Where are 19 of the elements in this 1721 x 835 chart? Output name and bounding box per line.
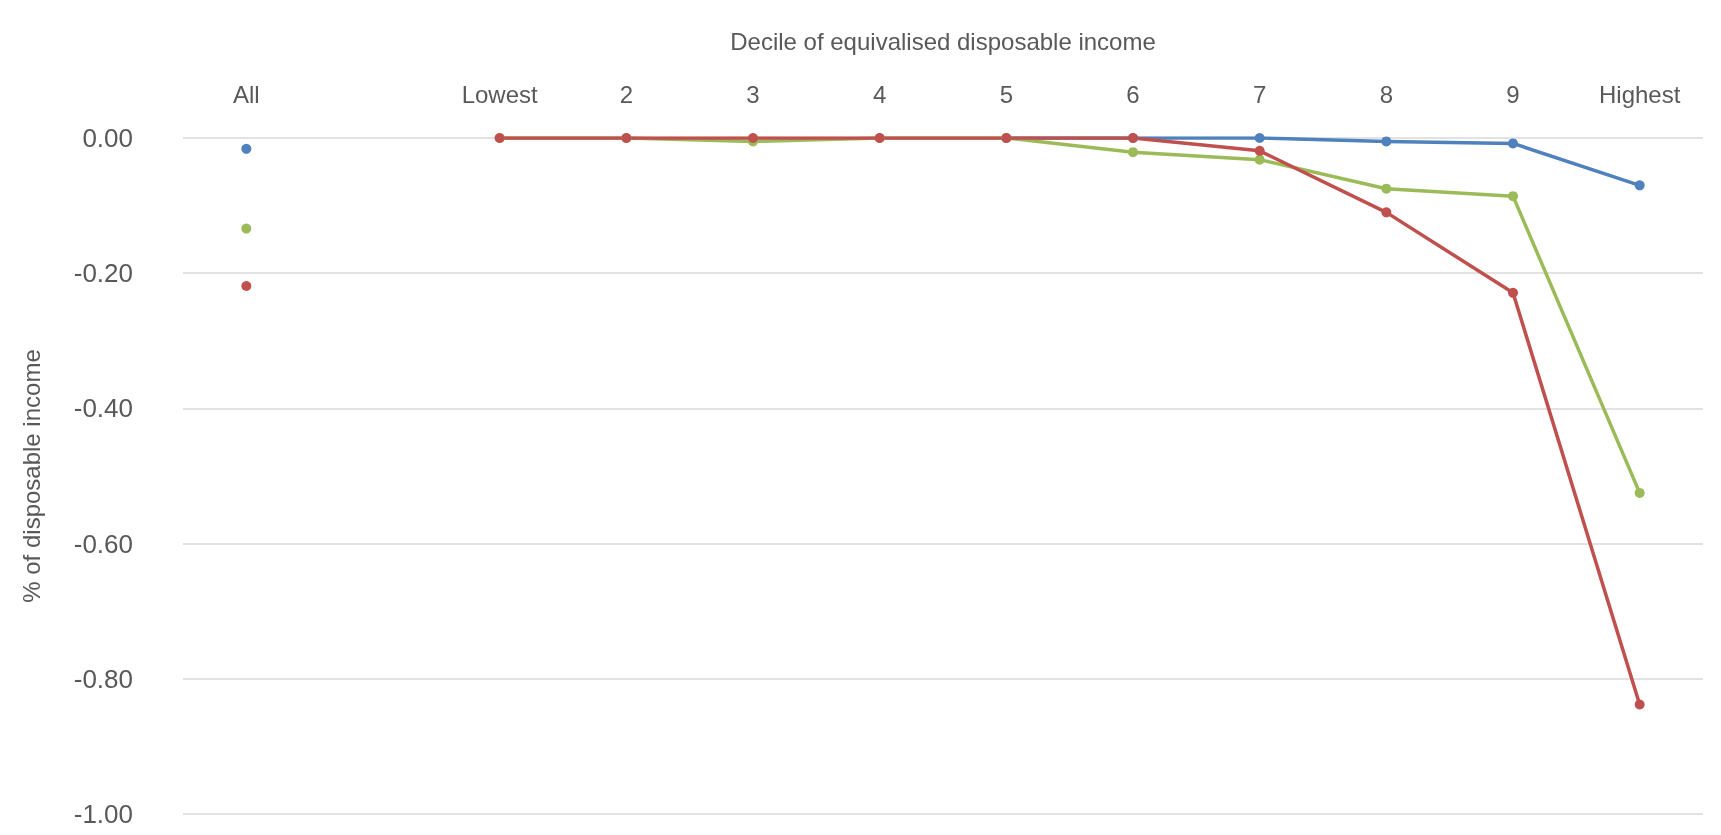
x-tick-label: 2 bbox=[619, 80, 634, 108]
x-tick-label: 3 bbox=[746, 80, 760, 108]
x-tick-label: 7 bbox=[1252, 80, 1267, 108]
x-tick-label: 4 bbox=[872, 80, 887, 108]
y-tick-label: -0.20 bbox=[73, 258, 133, 289]
y-tick-label: -1.00 bbox=[73, 799, 133, 829]
x-tick-label: Lowest bbox=[461, 80, 539, 108]
x-tick-label: 6 bbox=[1126, 80, 1140, 108]
x-tick-label: Highest bbox=[1598, 80, 1681, 108]
x-tick-label: All bbox=[233, 80, 260, 108]
x-tick-label: 8 bbox=[1379, 80, 1394, 108]
y-tick-label: -0.40 bbox=[73, 393, 133, 424]
x-tick-label: 5 bbox=[999, 80, 1014, 108]
y-tick-label: 0.00 bbox=[82, 123, 133, 153]
x-tick-label: 9 bbox=[1506, 80, 1520, 108]
x-axis-title: Decile of equivalised disposable income bbox=[730, 27, 1156, 55]
y-tick-label: -0.80 bbox=[73, 663, 133, 694]
y-tick-label: -0.60 bbox=[73, 528, 133, 559]
y-axis-title: % of disposable income bbox=[17, 349, 45, 603]
